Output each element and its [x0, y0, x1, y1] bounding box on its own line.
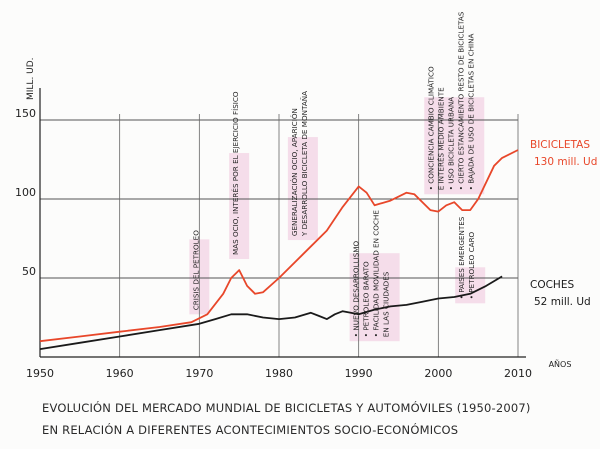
x-tick-label: 1970 [185, 367, 213, 380]
annotation-text: • BAJADA DE USO DE BICICLETAS EN CHINA [466, 33, 475, 190]
annotation-text: • CIERTO ESTANCAMIENTO RESTO DE BICICLET… [456, 11, 465, 190]
annotation-text: • PAISES EMERGENTES [457, 216, 466, 299]
annotation-band [424, 97, 485, 195]
x-tick-label: 1950 [26, 367, 54, 380]
annotation-text: GENERALIZACIÓN OCIO, APARICIÓN [290, 108, 299, 236]
caption-line-1: EVOLUCIÓN DEL MERCADO MUNDIAL DE BICICLE… [42, 401, 531, 415]
annotation-text: • FACILIDAD MOVILIDAD EN COCHE [372, 210, 381, 338]
annotation-text: MAS OCIO, INTERÉS POR EL EJERCICIO FÍSIC… [231, 91, 240, 255]
series-end-label: 130 mill. Ud [534, 156, 597, 168]
series-line-coches [39, 275, 503, 350]
x-tick-label: 2010 [504, 367, 532, 380]
annotation-text: • NUEVO DESARROLLISMO [352, 241, 361, 338]
annotation-text: E INTERÉS MEDIO AMBIENTE [436, 87, 445, 190]
x-tick-label: 1980 [265, 367, 293, 380]
annotation-band [287, 137, 318, 241]
annotation-text: • PETROLEO CARO [467, 231, 476, 299]
y-tick-label: 50 [22, 265, 36, 278]
series-name-label: COCHES [530, 279, 574, 291]
y-tick-label: 150 [15, 107, 36, 120]
annotation-band [229, 153, 250, 260]
x-tick-label: 2000 [424, 367, 452, 380]
annotation-text: • USO BICICLETA URBANA [446, 97, 455, 191]
annotation-text: EN LAS CIUDADES [382, 271, 391, 337]
annotation-band [349, 253, 400, 342]
y-axis-label: MILL. UD. [26, 57, 36, 100]
series-line-bicicletas [39, 149, 519, 343]
y-tick-label: 100 [15, 186, 36, 199]
series-name-label: BICICLETAS [530, 139, 590, 151]
annotation-band [455, 267, 486, 304]
annotation-text: • PETROLEO BARATO [362, 261, 371, 337]
annotation-text: CRISIS DEL PETROLEO [191, 230, 200, 310]
series-end-label: 52 mill. Ud [534, 296, 591, 308]
caption-line-2: EN RELACIÓN A DIFERENTES ACONTECIMIENTOS… [42, 423, 459, 437]
annotation-text: Y DESARROLLO BICICLETA DE MONTAÑA [300, 91, 309, 237]
annotation-text: • CONCIENCIA CAMBIO CLIMÁTICO [426, 66, 435, 190]
x-tick-label: 1960 [106, 367, 134, 380]
x-axis-label: AÑOS [549, 359, 572, 369]
x-tick-label: 1990 [345, 367, 373, 380]
